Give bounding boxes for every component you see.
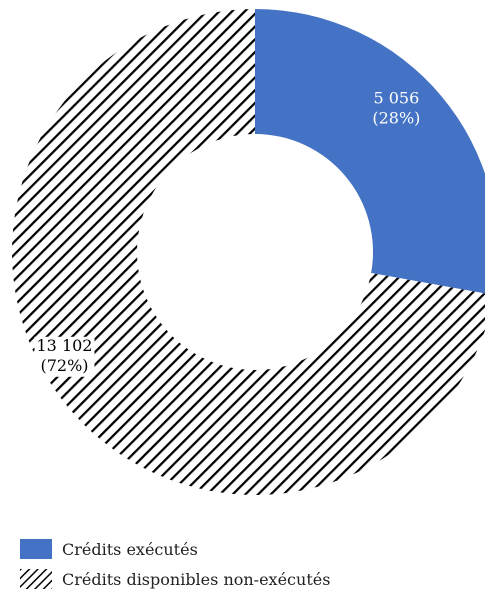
donut-chart: 5 056 (28%) 13 102 (72%) bbox=[12, 9, 485, 495]
donut-data-labels: 5 056(28%) 13 102(72%) bbox=[34, 88, 420, 377]
legend-item-executed: Crédits exécutés bbox=[20, 537, 330, 561]
label-available-percent: (72%) bbox=[40, 356, 88, 375]
label-available-value: 13 102 bbox=[37, 336, 93, 355]
legend-label-executed: Crédits exécutés bbox=[62, 539, 198, 559]
label-executed-percent: (28%) bbox=[372, 108, 420, 127]
label-executed-value: 5 056 bbox=[373, 88, 419, 107]
donut-chart-svg: 5 056(28%) 13 102(72%) bbox=[12, 9, 485, 495]
legend-swatch-available bbox=[20, 569, 52, 589]
slice-executed bbox=[255, 9, 485, 294]
label-available: 13 102(72%) bbox=[34, 336, 95, 377]
legend-item-available: Crédits disponibles non-exécutés bbox=[20, 567, 330, 591]
legend-label-available: Crédits disponibles non-exécutés bbox=[62, 569, 331, 589]
legend-swatch-executed bbox=[20, 539, 52, 559]
donut-slices bbox=[12, 9, 485, 495]
slice-available bbox=[12, 9, 485, 495]
label-available-background bbox=[34, 336, 95, 377]
legend: Crédits exécutés Crédits disponibles non… bbox=[20, 537, 330, 597]
label-executed: 5 056(28%) bbox=[372, 88, 420, 127]
